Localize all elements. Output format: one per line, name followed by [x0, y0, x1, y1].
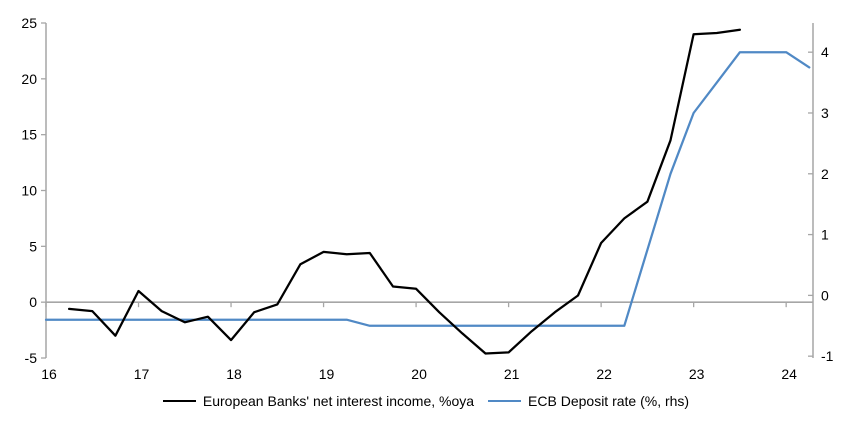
right-axis-tick-label: 0	[821, 287, 829, 303]
legend-item-ecb: ECB Deposit rate (%, rhs)	[488, 393, 689, 409]
right-axis-tick-label: -1	[821, 348, 834, 364]
nii-line	[67, 28, 742, 355]
x-axis-tick-label: 22	[596, 366, 612, 382]
nii-line-swatch	[162, 400, 196, 402]
x-axis-tick-label: 24	[781, 366, 797, 382]
left-axis-tick-label: -5	[25, 350, 38, 366]
left-axis-tick-label: 15	[21, 127, 37, 143]
x-axis-tick-label: 21	[504, 366, 520, 382]
legend-label-nii: European Banks' net interest income, %oy…	[202, 393, 475, 409]
legend-item-nii: European Banks' net interest income, %oy…	[162, 393, 475, 409]
x-axis-tick-label: 18	[226, 366, 242, 382]
right-axis-tick-label: 1	[821, 227, 829, 243]
legend-label-ecb: ECB Deposit rate (%, rhs)	[528, 393, 690, 409]
left-axis-tick-label: 5	[29, 238, 37, 254]
x-axis-tick-label: 17	[134, 366, 150, 382]
x-axis-tick-label: 20	[411, 366, 427, 382]
ecb-line	[44, 51, 811, 327]
right-axis-tick-label: 3	[821, 105, 829, 121]
right-axis-tick-label: 4	[821, 44, 829, 60]
left-axis-tick-label: 0	[29, 294, 37, 310]
ecb-line-swatch	[488, 400, 522, 402]
left-axis-tick-label: 10	[21, 183, 37, 199]
left-axis-tick-label: 25	[21, 15, 37, 31]
left-axis-tick-label: 20	[21, 71, 37, 87]
x-axis-tick-label: 23	[689, 366, 705, 382]
x-axis-tick-label: 16	[41, 366, 57, 382]
x-axis-tick-label: 19	[319, 366, 335, 382]
chart-legend: European Banks' net interest income, %oy…	[0, 393, 852, 409]
right-axis-tick-label: 2	[821, 166, 829, 182]
